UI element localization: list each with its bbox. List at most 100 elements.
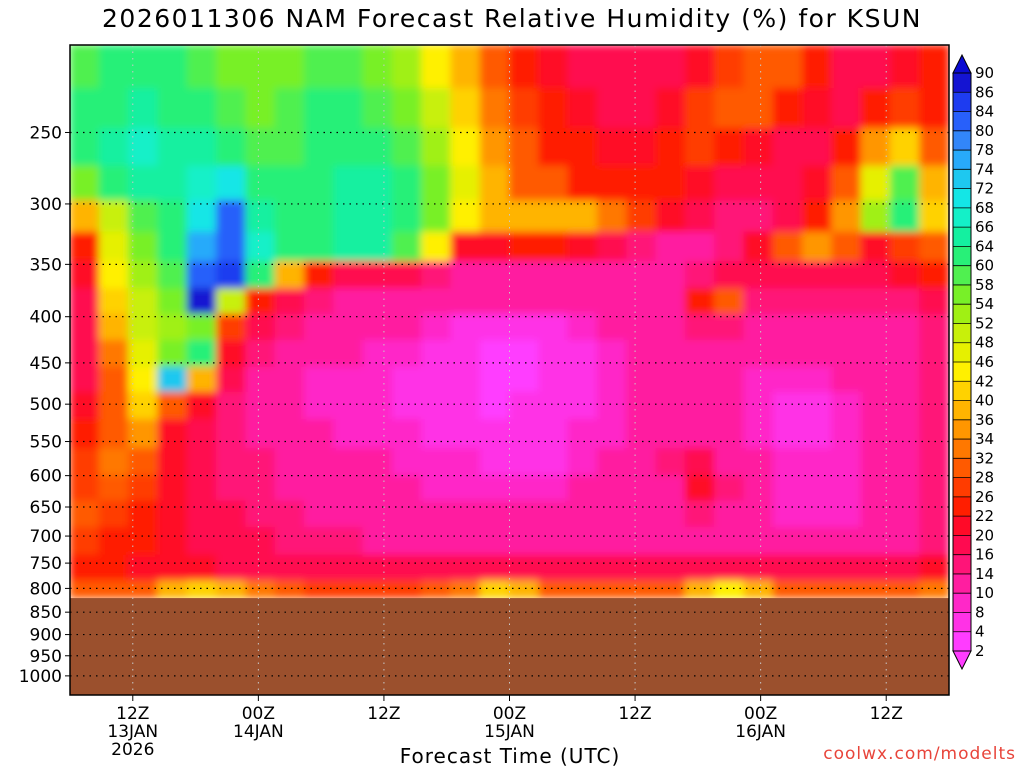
humidity-cell [157, 313, 188, 341]
humidity-cell [186, 448, 217, 477]
humidity-cell [362, 580, 393, 599]
humidity-cell [626, 366, 657, 393]
humidity-cell [479, 165, 510, 202]
y-tick-label: 850 [30, 603, 62, 623]
humidity-cell [831, 448, 862, 477]
humidity-cell [450, 313, 481, 341]
humidity-cell [303, 475, 335, 502]
credit-link[interactable]: coolwx.com/modelts [823, 744, 1016, 764]
humidity-cell [919, 448, 949, 477]
humidity-cell [303, 128, 335, 167]
humidity-cell [626, 527, 657, 556]
humidity-cell [70, 165, 100, 202]
humidity-cell [655, 313, 686, 341]
humidity-cell [802, 288, 833, 315]
humidity-cell [479, 500, 510, 529]
humidity-cell [333, 288, 364, 315]
y-tick-label: 550 [30, 433, 62, 453]
humidity-cell [391, 288, 423, 315]
humidity-cell [626, 45, 657, 90]
humidity-cell [538, 339, 569, 368]
humidity-cell [889, 500, 921, 529]
humidity-cell [596, 313, 628, 341]
humidity-cell [626, 128, 657, 167]
humidity-cell [655, 261, 686, 290]
humidity-cell [684, 500, 716, 529]
humidity-cell [802, 366, 833, 393]
y-tick-label: 800 [30, 579, 62, 599]
colorbar-label: 34 [975, 430, 994, 448]
y-tick-label: 500 [30, 395, 62, 415]
humidity-cell [567, 580, 598, 599]
humidity-cell [509, 527, 540, 556]
humidity-cell [303, 200, 335, 233]
humidity-cell [655, 391, 686, 421]
humidity-cell [567, 500, 598, 529]
humidity-cell [889, 88, 921, 130]
humidity-cell [831, 391, 862, 421]
colorbar-band [953, 246, 971, 267]
humidity-cell [714, 475, 745, 502]
humidity-cell [186, 231, 217, 263]
x-tick-date: 15JAN [484, 722, 535, 742]
humidity-cell [98, 391, 130, 421]
humidity-cell [157, 231, 188, 263]
humidity-cell [596, 500, 628, 529]
humidity-cell [919, 288, 949, 315]
humidity-cell [509, 391, 540, 421]
colorbar-band [953, 362, 971, 382]
humidity-cell [772, 391, 803, 421]
humidity-cell [157, 165, 188, 202]
humidity-cell [509, 448, 540, 477]
humidity-cell [919, 554, 949, 582]
humidity-cell [303, 500, 335, 529]
colorbar-band [953, 130, 971, 151]
humidity-cell [157, 448, 188, 477]
colorbar-max-arrow [952, 53, 972, 74]
humidity-cell [479, 88, 510, 130]
colorbar-band [953, 381, 971, 402]
y-tick-label: 1000 [19, 667, 62, 687]
colorbar-label: 60 [975, 257, 994, 275]
colorbar-label: 64 [975, 237, 994, 255]
humidity-cell [362, 88, 393, 130]
humidity-cell [919, 339, 949, 368]
humidity-cell [450, 88, 481, 130]
below-ground-area [70, 598, 949, 695]
humidity-cell [860, 261, 891, 290]
humidity-cell [626, 475, 657, 502]
humidity-cell [333, 366, 364, 393]
humidity-cell [157, 339, 188, 368]
humidity-cell [216, 580, 247, 599]
humidity-cell [684, 366, 716, 393]
humidity-cell [362, 500, 393, 529]
humidity-cell [128, 88, 159, 130]
x-tick-label: 00Z [744, 704, 777, 724]
humidity-cell [509, 261, 540, 290]
colorbar-band [953, 150, 971, 170]
humidity-cell [303, 527, 335, 556]
humidity-cell [450, 288, 481, 315]
humidity-cell [245, 448, 276, 477]
colorbar-label: 48 [975, 334, 994, 352]
colorbar-band [953, 535, 971, 556]
humidity-cell [596, 339, 628, 368]
humidity-cell [831, 554, 862, 582]
humidity-cell [743, 261, 774, 290]
humidity-cell [362, 261, 393, 290]
humidity-cell [802, 128, 833, 167]
humidity-cell [245, 313, 276, 341]
humidity-cell [596, 128, 628, 167]
humidity-cell [245, 200, 276, 233]
humidity-cell [391, 339, 423, 368]
humidity-cell [186, 88, 217, 130]
humidity-cell [186, 527, 217, 556]
colorbar-label: 72 [975, 180, 994, 198]
humidity-cell [655, 580, 686, 599]
colorbar-band [953, 458, 971, 479]
humidity-cell [919, 366, 949, 393]
humidity-cell [626, 288, 657, 315]
humidity-cell [391, 580, 423, 599]
humidity-cell [362, 391, 393, 421]
